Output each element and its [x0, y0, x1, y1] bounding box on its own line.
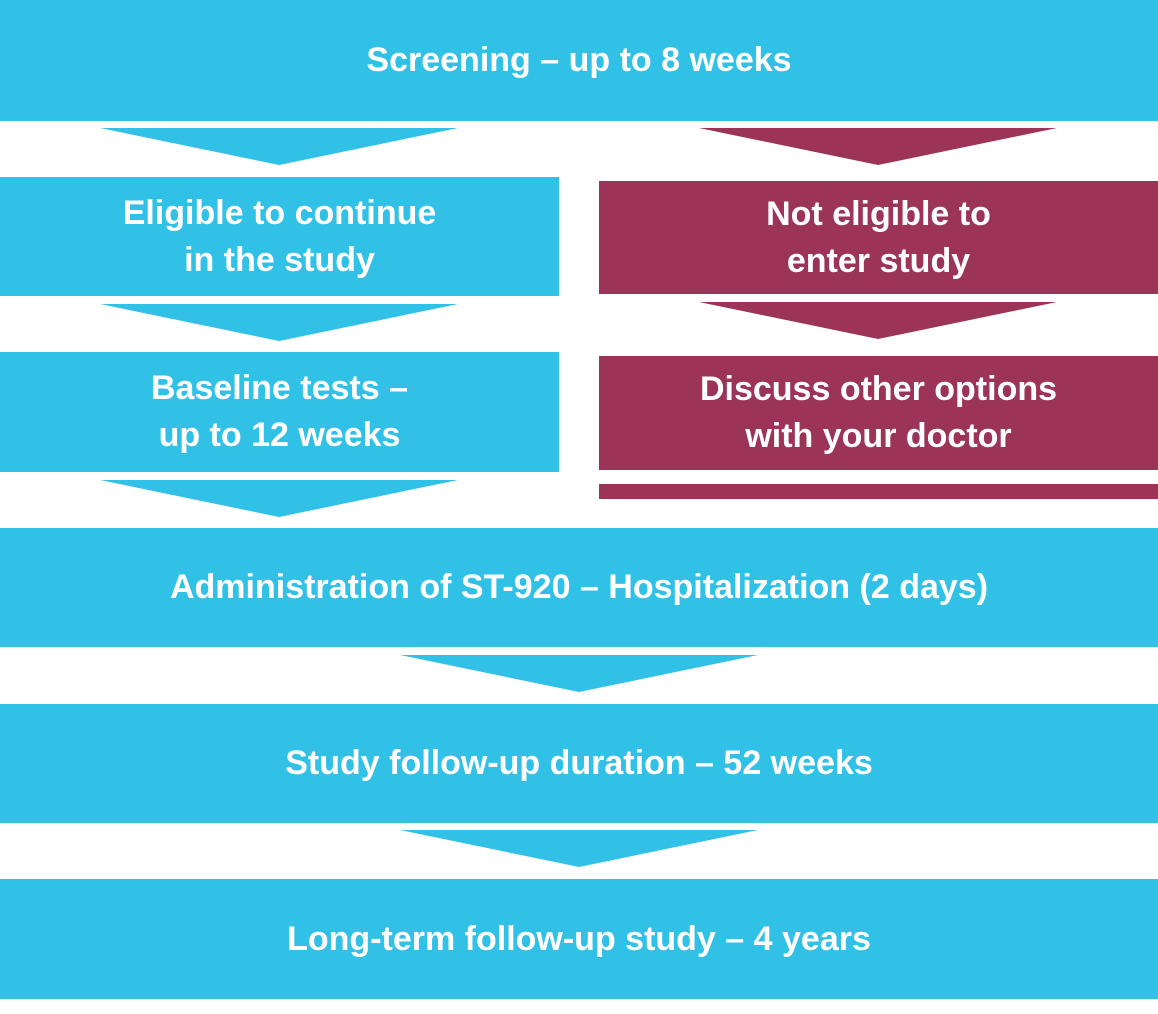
step-discuss-line2: with your doctor	[745, 417, 1012, 455]
arrow-to-administration	[100, 480, 458, 517]
step-screening-label: Screening – up to 8 weeks	[366, 41, 792, 79]
step-administration: Administration of ST-920 – Hospitalizati…	[0, 528, 1158, 647]
step-not-eligible: Not eligible to enter study	[599, 181, 1158, 294]
step-eligible-line2: in the study	[184, 240, 375, 279]
step-follow-up-label: Study follow-up duration – 52 weeks	[285, 744, 873, 782]
arrow-to-eligible	[100, 128, 458, 165]
step-follow-up: Study follow-up duration – 52 weeks	[0, 704, 1158, 823]
step-long-term: Long-term follow-up study – 4 years	[0, 879, 1158, 999]
arrow-to-long-term	[400, 830, 758, 867]
step-eligible-line1: Eligible to continue	[122, 193, 437, 232]
step-baseline-line2: up to 12 weeks	[158, 416, 401, 454]
step-eligible: Eligible to continue in the study	[0, 177, 559, 296]
arrow-to-discuss	[699, 302, 1057, 339]
step-discuss: Discuss other options with your doctor	[599, 356, 1158, 470]
step-not-eligible-line2: enter study	[786, 241, 971, 280]
step-long-term-label: Long-term follow-up study – 4 years	[287, 919, 871, 958]
step-discuss-line1: Discuss other options	[699, 370, 1058, 408]
step-administration-label: Administration of ST-920 – Hospitalizati…	[169, 568, 989, 606]
step-baseline: Baseline tests – up to 12 weeks	[0, 352, 559, 472]
step-not-eligible-line1: Not eligible to	[766, 194, 991, 233]
arrow-to-baseline	[100, 304, 458, 341]
arrow-to-follow-up	[400, 655, 758, 692]
step-baseline-line1: Baseline tests –	[150, 369, 409, 407]
arrow-to-not-eligible	[699, 128, 1057, 165]
step-screening: Screening – up to 8 weeks	[0, 0, 1158, 121]
end-bar	[599, 484, 1158, 499]
